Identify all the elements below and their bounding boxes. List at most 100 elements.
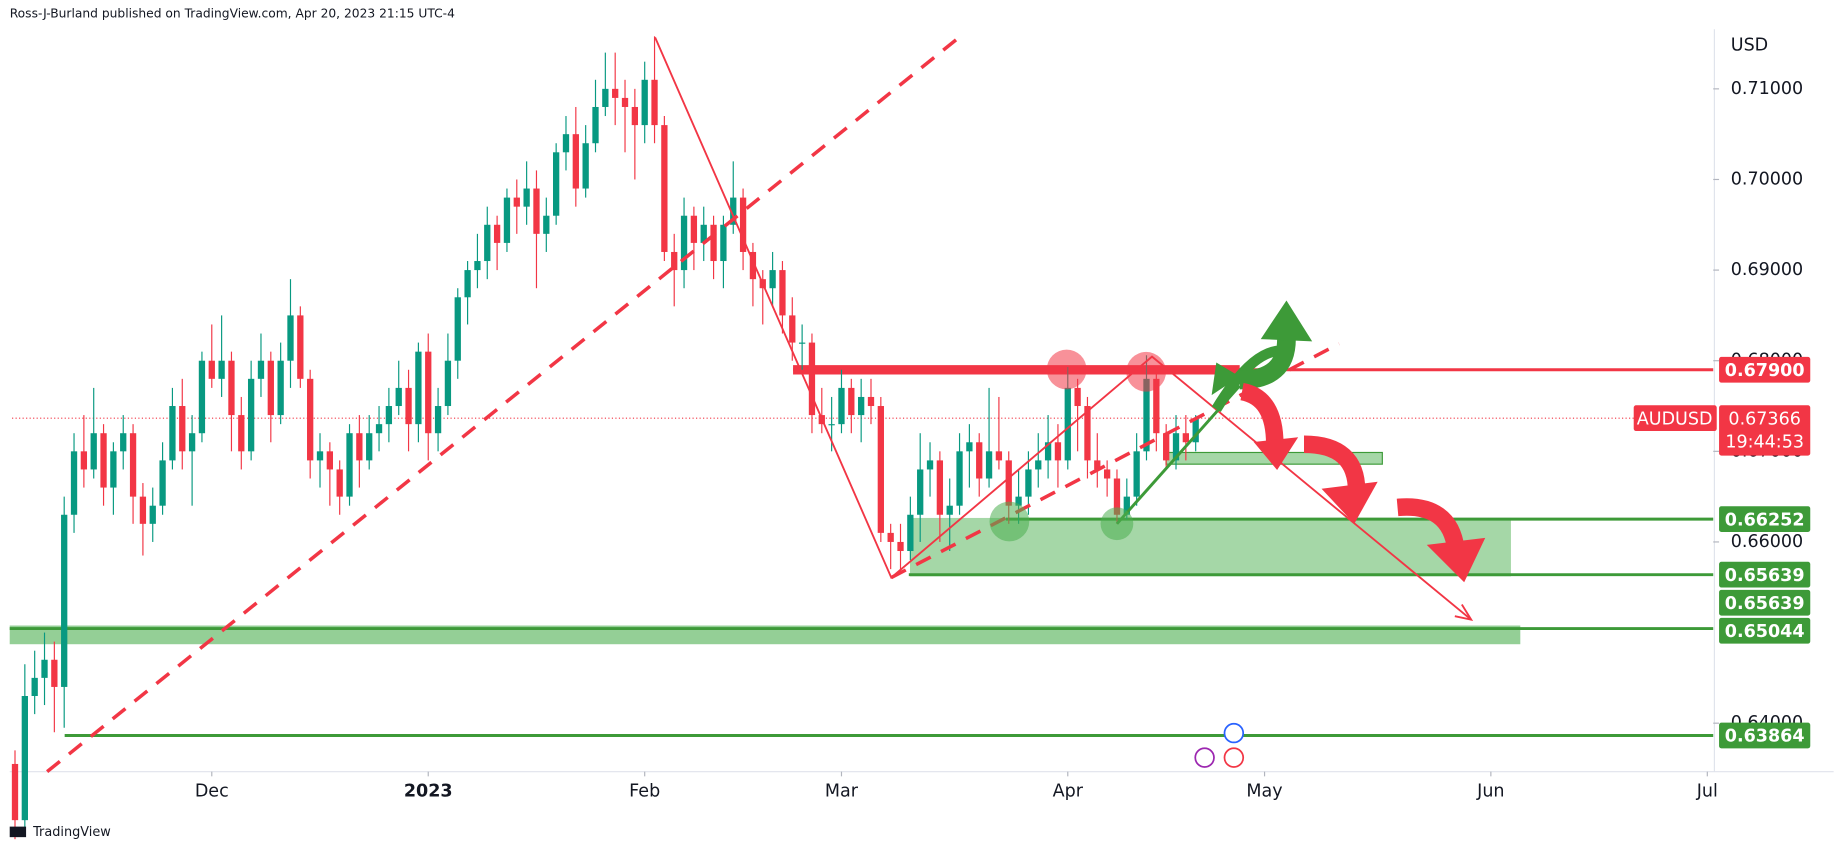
- candle-body: [730, 197, 737, 225]
- candle-body: [1163, 433, 1170, 461]
- candle-body: [51, 659, 58, 687]
- drawings: [46, 36, 1486, 774]
- candle-body: [139, 496, 147, 524]
- candle-body: [434, 406, 442, 434]
- candle-body: [1015, 496, 1022, 506]
- candle-body: [739, 197, 747, 252]
- level-tag: [1719, 589, 1811, 616]
- candle-body: [493, 224, 501, 243]
- candle-body: [1025, 469, 1032, 497]
- price-tag: [1719, 405, 1811, 456]
- candle-body: [198, 360, 206, 434]
- event-icon[interactable]: [1194, 747, 1215, 768]
- candle-body: [1172, 433, 1180, 461]
- y-tick-label: 0.70000: [1731, 169, 1803, 189]
- candle-body: [966, 442, 973, 452]
- candle-body: [454, 297, 461, 361]
- candle-body: [346, 433, 353, 497]
- candle-body: [395, 387, 402, 407]
- candle-body: [651, 79, 658, 126]
- candle-body: [208, 360, 215, 379]
- candle-body: [100, 433, 107, 488]
- candle-body: [375, 424, 383, 434]
- candle-body: [602, 88, 609, 107]
- x-tick-label: Jul: [1696, 782, 1718, 802]
- candle-body: [366, 433, 373, 461]
- candle-body: [936, 460, 944, 515]
- candle-body: [110, 451, 117, 488]
- candle-body: [336, 469, 343, 497]
- candle-body: [995, 451, 1003, 461]
- candle-body: [464, 270, 471, 298]
- candle-body: [474, 261, 481, 271]
- x-tick-label: May: [1246, 782, 1282, 802]
- candle-body: [70, 451, 78, 515]
- candle-body: [1054, 442, 1062, 461]
- candle-body: [238, 415, 245, 452]
- candle-body: [307, 378, 314, 461]
- candle-body: [1133, 451, 1140, 497]
- logo: [9, 826, 27, 838]
- y-tick-label: 0.71000: [1731, 79, 1803, 99]
- arrow-head: [1253, 437, 1299, 471]
- candle-body: [405, 387, 412, 425]
- currency-label: USD: [1731, 36, 1768, 56]
- candle-body: [41, 659, 48, 678]
- candle-body: [612, 88, 619, 98]
- marker-circle: [1046, 349, 1087, 390]
- arrow-down: [1239, 383, 1284, 445]
- candle-body: [11, 763, 19, 821]
- candle-body: [523, 188, 530, 207]
- candle-body: [562, 134, 570, 153]
- arrow-down: [1303, 435, 1366, 492]
- candle-body: [749, 251, 757, 280]
- x-tick-label: Jun: [1476, 782, 1504, 802]
- event-icon[interactable]: [1223, 747, 1245, 768]
- candle-body: [1094, 460, 1101, 470]
- candle-body: [1113, 478, 1121, 515]
- arrow-head: [1211, 362, 1240, 396]
- level-tag-label: 0.66252: [1725, 510, 1805, 530]
- x-tick-label: Apr: [1053, 782, 1084, 802]
- candle-body: [267, 360, 274, 416]
- countdown-label: 19:44:53: [1725, 433, 1804, 453]
- candle-body: [120, 433, 127, 452]
- candle-body: [1005, 460, 1012, 506]
- support-band: [9, 625, 1521, 645]
- candle-body: [917, 469, 924, 515]
- candle-body: [1192, 418, 1199, 443]
- candle-body: [1044, 442, 1052, 461]
- candle-body: [848, 387, 855, 416]
- candle-body: [1182, 433, 1189, 443]
- candle-body: [985, 451, 993, 479]
- candle-body: [946, 505, 953, 515]
- candle-body: [798, 342, 806, 344]
- candle-body: [956, 451, 963, 506]
- candle-body: [385, 406, 393, 425]
- x-tick-label: 2023: [404, 782, 453, 802]
- candle-body: [690, 215, 698, 243]
- candle-body: [582, 143, 589, 189]
- candle-body: [1035, 460, 1042, 470]
- y-tick-label: 0.66000: [1731, 532, 1803, 552]
- footer-text: TradingView: [32, 825, 111, 840]
- candle-body: [444, 360, 452, 407]
- level-tag-label: 0.65639: [1725, 594, 1805, 614]
- candle-body: [572, 134, 579, 189]
- candle-body: [277, 360, 284, 416]
- candle-body: [90, 433, 97, 470]
- candle-body: [316, 451, 324, 461]
- marker-circle: [1126, 351, 1167, 392]
- marker-circle: [989, 501, 1030, 542]
- level-tag-label: 0.63864: [1725, 727, 1805, 747]
- candle-body: [129, 433, 137, 497]
- candle-body: [1123, 496, 1130, 515]
- level-tag: [1719, 617, 1811, 644]
- candle-body: [21, 695, 28, 821]
- event-icon[interactable]: [1223, 722, 1245, 744]
- candle-body: [671, 251, 678, 271]
- candle-body: [789, 315, 796, 343]
